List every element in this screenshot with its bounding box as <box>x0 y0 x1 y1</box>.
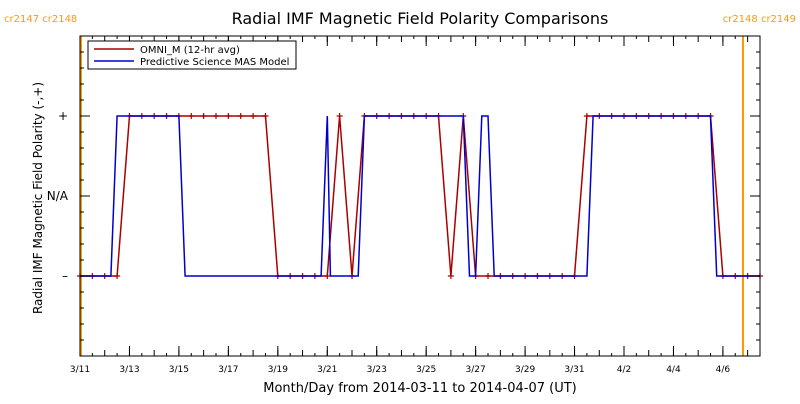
x-tick-label: 4/4 <box>666 365 681 375</box>
data-point-marker <box>447 273 454 279</box>
x-tick-label: 3/29 <box>515 365 535 375</box>
x-axis-label: Month/Day from 2014-03-11 to 2014-04-07 … <box>263 381 576 396</box>
x-tick-label: 3/19 <box>268 365 288 375</box>
data-point-marker <box>237 113 244 119</box>
data-point-marker <box>213 113 219 119</box>
data-point-marker <box>485 273 491 279</box>
data-point-marker <box>324 273 331 279</box>
x-tick-label: 3/25 <box>416 365 436 375</box>
data-point-marker <box>114 273 121 279</box>
data-point-marker <box>250 113 257 119</box>
data-point-marker <box>262 113 269 119</box>
plot-frame: 3/11 3/13 3/15 3/17 3/19 3/21 3/23 3/25 3/27 3/29… <box>47 35 761 375</box>
data-point-marker <box>225 113 232 119</box>
data-point-marker <box>188 113 195 119</box>
x-tick-label: 3/27 <box>466 365 486 375</box>
data-point-marker <box>336 113 343 119</box>
data-point-marker <box>583 113 590 119</box>
legend-entry: OMNI_M (12-hr avg) <box>140 45 240 56</box>
x-tick-label: 4/2 <box>617 365 631 375</box>
y-tick-label: N/A <box>47 189 69 203</box>
x-tick-label: 3/15 <box>169 365 189 375</box>
x-tick-label: 3/31 <box>564 365 584 375</box>
legend: OMNI_M (12-hr avg)Predictive Science MAS… <box>87 40 297 70</box>
legend-entry: Predictive Science MAS Model <box>140 57 289 68</box>
y-tick-label: + <box>58 109 68 123</box>
x-tick-label: 4/6 <box>716 365 731 375</box>
series-layer <box>77 113 763 279</box>
carrington-label: cr2148 cr2149 <box>723 14 796 25</box>
series-line-mas <box>80 115 760 277</box>
y-axis-label: Radial IMF Magnetic Field Polarity (-,+) <box>31 82 45 314</box>
x-tick-label: 3/17 <box>218 365 238 375</box>
carrington-label: cr2147 cr2148 <box>4 14 77 25</box>
data-point-marker <box>200 113 207 119</box>
legend-box <box>87 40 297 70</box>
x-tick-label: 3/23 <box>367 365 387 375</box>
x-tick-label: 3/21 <box>317 365 337 375</box>
chart-title: Radial IMF Magnetic Field Polarity Compa… <box>232 9 609 28</box>
y-tick-label: – <box>62 269 68 283</box>
x-tick-label: 3/11 <box>70 365 90 375</box>
x-tick-label: 3/13 <box>119 365 139 375</box>
